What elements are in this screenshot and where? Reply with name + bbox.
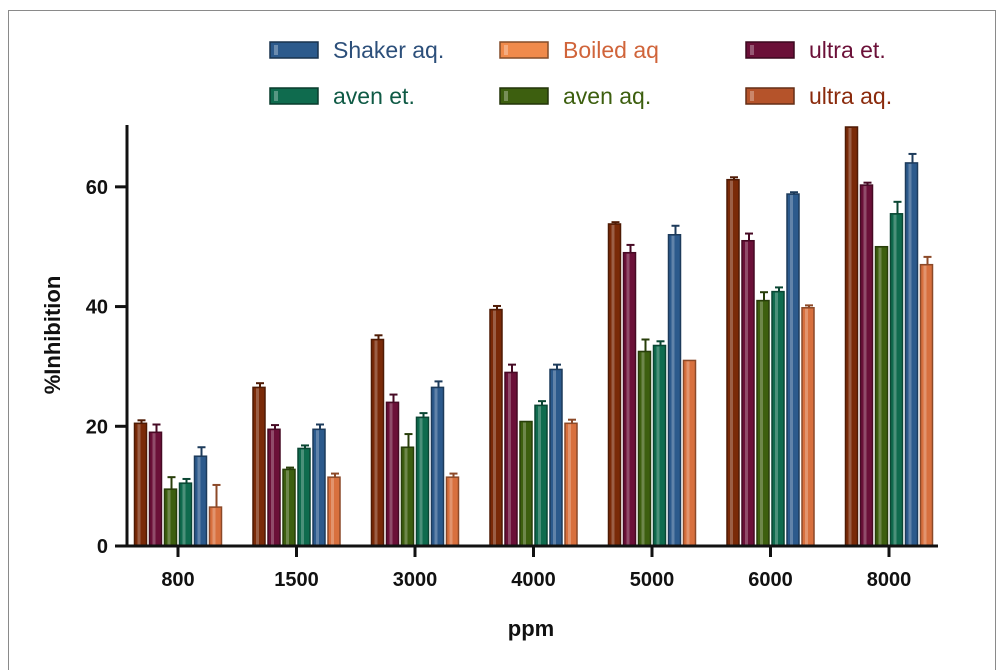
bar-highlight [656, 346, 660, 545]
legend-swatch-highlight [750, 91, 754, 101]
y-ticks: 0 20 40 60 [86, 177, 127, 558]
bar-highlight [167, 490, 171, 545]
legend-item: ultra et. [745, 37, 886, 63]
bar-highlight [434, 388, 438, 545]
bar-highlight [553, 370, 556, 545]
bar-highlight [863, 186, 867, 545]
legend-swatch [269, 41, 319, 59]
y-tick-label: 40 [86, 297, 108, 319]
bar-highlight [508, 373, 511, 545]
legend-item: ultra aq. [745, 83, 892, 109]
bar-highlight [389, 403, 393, 545]
legend-label: aven et. [333, 83, 415, 109]
bar-highlight [805, 308, 808, 545]
x-tick-label: 800 [161, 569, 194, 591]
legend-swatch [269, 87, 319, 105]
bar-highlight [286, 470, 289, 545]
bar-highlight [523, 422, 526, 545]
bar-highlight [301, 449, 304, 545]
x-tick-label: 6000 [748, 569, 793, 591]
bar-highlight [568, 424, 571, 545]
bar-highlight [745, 241, 748, 545]
legend: Shaker aq. Boiled aq ultra et. aven et. aven… [269, 37, 892, 109]
bar-highlight [419, 418, 423, 545]
bar-highlight [848, 128, 852, 545]
bar-highlight [878, 247, 882, 545]
bars [133, 126, 934, 547]
bar-highlight [790, 195, 793, 546]
legend-item: Boiled aq [499, 37, 659, 63]
x-ticks: 800 1500 3000 4000 5000 6000 8000 [161, 546, 911, 591]
x-tick-label: 1500 [274, 569, 319, 591]
bar-highlight [611, 224, 615, 545]
bar-highlight [641, 352, 645, 545]
bar-highlight [256, 388, 259, 545]
bar-highlight [197, 457, 201, 545]
bar-highlight [760, 301, 763, 545]
bar-highlight [404, 448, 408, 545]
legend-swatch-highlight [274, 45, 278, 55]
legend-swatch-highlight [274, 91, 278, 101]
y-axis-title: %Inhibition [40, 276, 65, 395]
legend-item: Shaker aq. [269, 37, 444, 63]
x-axis-title: ppm [508, 616, 554, 641]
legend-swatch-highlight [504, 91, 508, 101]
bar-highlight [152, 433, 156, 545]
legend-label: ultra et. [809, 37, 886, 63]
bar-highlight [271, 430, 274, 545]
bar-highlight [775, 292, 778, 545]
bar-highlight [182, 484, 186, 545]
bar-highlight [137, 424, 141, 545]
x-tick-label: 5000 [630, 569, 675, 591]
legend-swatch [745, 41, 795, 59]
bar-highlight [893, 214, 897, 546]
x-tick-label: 4000 [511, 569, 556, 591]
bar-highlight [671, 235, 675, 545]
legend-swatch-highlight [504, 45, 508, 55]
bar-highlight [730, 180, 733, 545]
legend-label: ultra aq. [809, 83, 892, 109]
bar-highlight [923, 265, 927, 545]
legend-label: Shaker aq. [333, 37, 444, 63]
bar-highlight [493, 310, 496, 545]
bar-highlight [908, 163, 912, 545]
x-tick-label: 8000 [867, 569, 912, 591]
bar-highlight [538, 406, 541, 545]
bar-highlight [374, 340, 378, 545]
legend-swatch [499, 41, 549, 59]
axes [125, 125, 938, 548]
legend-swatch [745, 87, 795, 105]
bar-highlight [212, 508, 216, 545]
legend-item: aven aq. [499, 83, 651, 109]
legend-swatch [499, 87, 549, 105]
bar-highlight [686, 361, 690, 545]
bar-highlight [331, 478, 334, 545]
bar-highlight [626, 253, 630, 545]
y-tick-label: 0 [97, 536, 108, 558]
legend-item: aven et. [269, 83, 415, 109]
legend-label: Boiled aq [563, 37, 659, 63]
y-tick-label: 20 [86, 416, 108, 438]
bar-highlight [316, 430, 319, 545]
y-tick-label: 60 [86, 177, 108, 199]
legend-label: aven aq. [563, 83, 651, 109]
x-tick-label: 3000 [393, 569, 438, 591]
legend-swatch-highlight [750, 45, 754, 55]
chart-frame [8, 10, 996, 670]
bar-highlight [449, 478, 453, 545]
